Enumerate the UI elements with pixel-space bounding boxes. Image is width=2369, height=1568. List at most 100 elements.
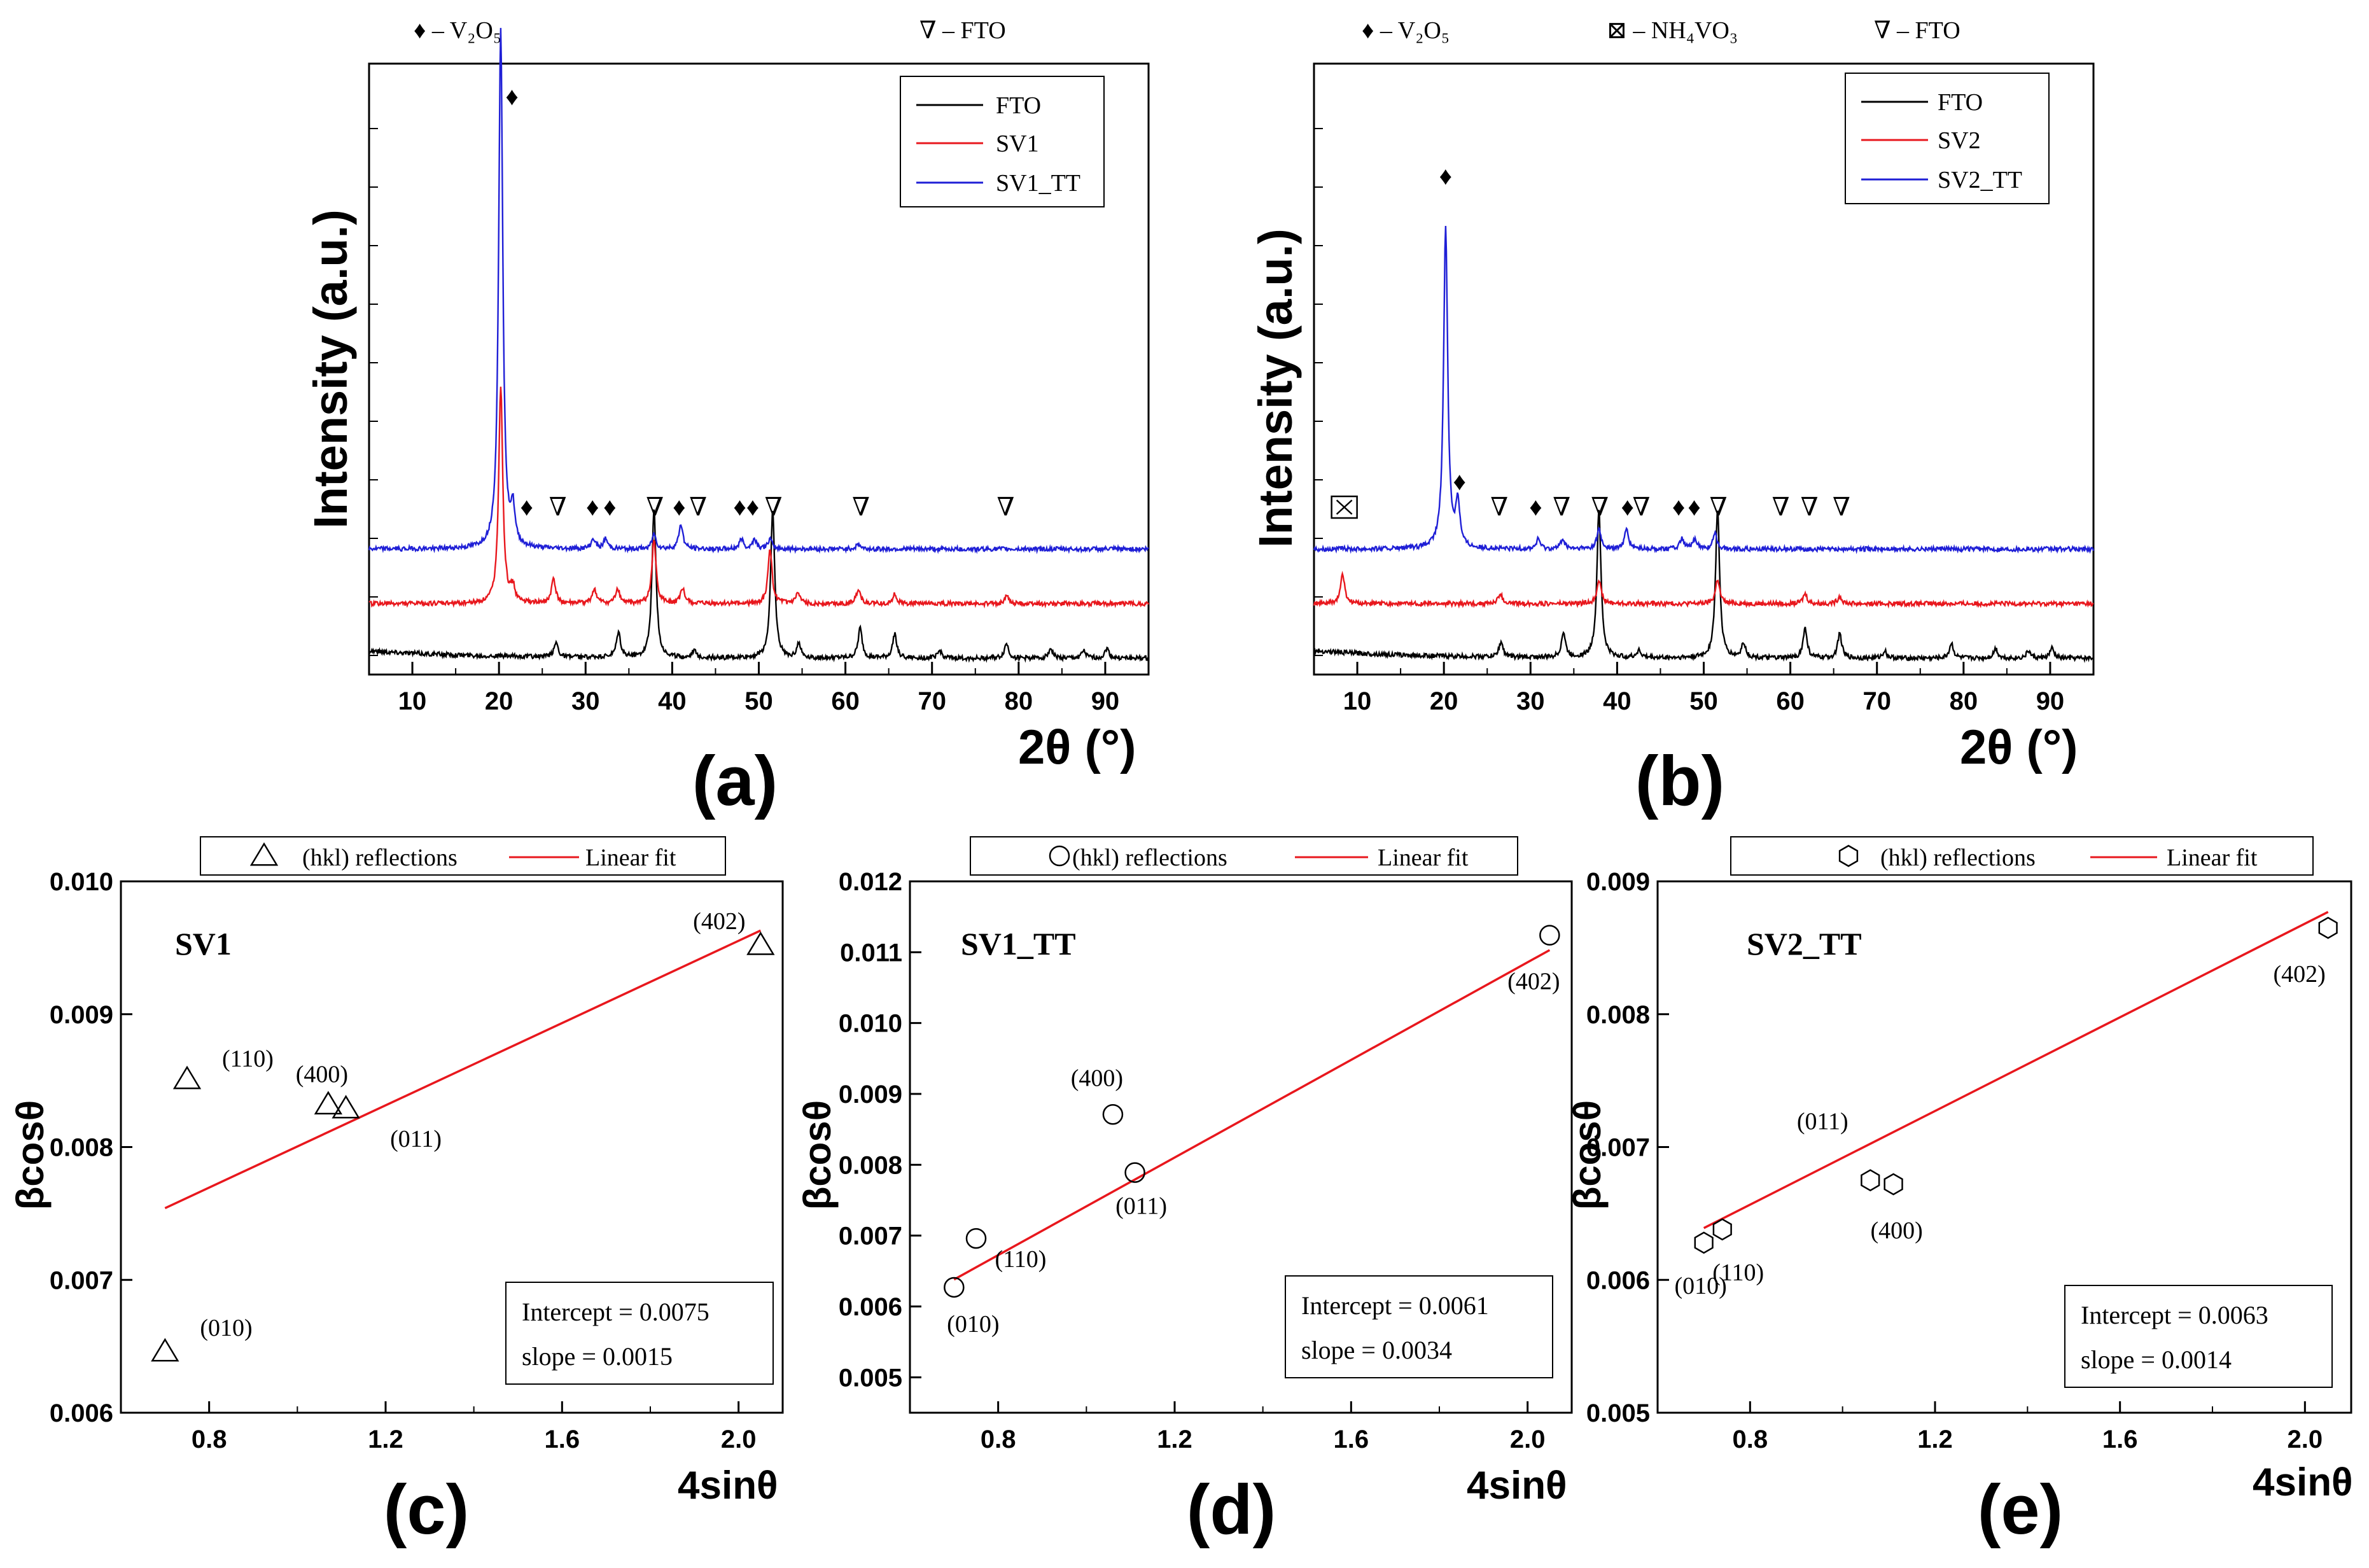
legend-label-fit-d: Linear fit [1378, 844, 1469, 871]
marker-fto: ∇ [1490, 493, 1508, 521]
y-tick-label: 0.007 [839, 1222, 902, 1250]
marker-v2o5: ♦ [733, 493, 746, 521]
x-tick-label: 90 [1091, 687, 1120, 715]
annotation-box-e [2064, 1285, 2333, 1388]
x-tick-label: 20 [1430, 687, 1458, 715]
y-tick-label: 0.010 [839, 1010, 902, 1038]
legend-label-reflections-d: (hkl) reflections [1072, 844, 1227, 871]
y-tick-label: 0.008 [1586, 1001, 1650, 1029]
marker-fto: ∇ [1591, 493, 1609, 521]
marker-fto: ∇ [1833, 493, 1850, 521]
marker-v2o5: ♦ [1672, 493, 1685, 521]
x-axis-label-c: 4sinθ [678, 1464, 778, 1508]
intercept-text-c: Intercept = 0.0075 [522, 1298, 709, 1326]
marker-v2o5: ♦ [603, 493, 616, 521]
x-tick-label: 60 [1776, 687, 1805, 715]
point-label: (011) [390, 1126, 442, 1152]
y-tick-label: 0.009 [1586, 868, 1650, 896]
x-tick-label: 1.2 [368, 1425, 403, 1453]
slope-text-d: slope = 0.0034 [1301, 1336, 1452, 1364]
x-axis-a: 10 20 30 40 50 60 70 80 90 [368, 128, 1149, 715]
axes-e: 0.8 1.2 1.6 2.0 0.005 0.006 0.007 0.008 0.009 [1586, 868, 2323, 1453]
fit-annotation-d: Intercept = 0.0061 slope = 0.0034 [1285, 1275, 1553, 1378]
x-tick-label: 1.6 [545, 1425, 580, 1453]
legend-label-sv2: SV2 [1938, 127, 1981, 154]
x-tick-label: 30 [1516, 687, 1545, 715]
y-tick-label: 0.007 [50, 1266, 113, 1294]
y-tick-label: 0.005 [1586, 1399, 1650, 1427]
legend-label-fit-e: Linear fit [2167, 844, 2258, 871]
legend-label-sv1-tt: SV1_TT [996, 170, 1080, 197]
x-tick-label: 30 [571, 687, 600, 715]
marker-fto: ∇ [646, 493, 664, 521]
point-label: (011) [1797, 1109, 1848, 1135]
y-tick-label: 0.006 [1586, 1266, 1650, 1294]
panel-a: ♦ – V₂O₅ ∇ – FTO 10 20 30 40 50 60 70 80 90 ♦♦ ∇ ♦… [304, 17, 1150, 820]
legend-a: FTO SV1 SV1_TT [900, 76, 1105, 207]
y-tick-label: 0.007 [1586, 1134, 1650, 1162]
point-label: (011) [1115, 1193, 1167, 1220]
point-label: (402) [2274, 961, 2326, 988]
x-tick-label: 10 [398, 687, 427, 715]
x-axis-b: 10 20 30 40 50 60 70 80 90 [1313, 128, 2094, 715]
y-tick-label: 0.012 [839, 868, 902, 896]
data-point-triangle [151, 1338, 179, 1362]
phase-key-v2o5: ♦ – V₂O₅ [414, 17, 501, 44]
marker-fto: ∇ [549, 493, 567, 521]
intercept-text-e: Intercept = 0.0063 [2081, 1301, 2268, 1329]
marker-v2o5: ♦ [673, 493, 685, 521]
x-tick-label: 1.2 [1917, 1425, 1953, 1453]
x-tick-label: 70 [918, 687, 946, 715]
data-point-hexagon [1694, 1231, 1714, 1254]
annotation-box-d [1285, 1275, 1553, 1378]
point-label: (400) [1071, 1065, 1123, 1091]
data-point-triangle [746, 931, 775, 955]
data-point-circle [965, 1228, 987, 1249]
legend-marker-circle [1049, 845, 1070, 867]
y-tick-label: 0.008 [50, 1134, 113, 1162]
point-label: (010) [947, 1311, 999, 1338]
data-point-hexagon [1712, 1218, 1732, 1241]
x-tick-label: 2.0 [721, 1425, 757, 1453]
point-label: (400) [1870, 1217, 1922, 1244]
slope-text-c: slope = 0.0015 [522, 1342, 673, 1371]
panel-e: (hkl) reflections Linear fit 0.8 1.2 1.6 2.… [1566, 836, 2353, 1549]
series-sv2-tt-b [1313, 225, 2095, 554]
panel-label-a: (a) [692, 742, 778, 820]
point-label: (400) [296, 1061, 348, 1088]
linear-fit-line-d [953, 949, 1551, 1281]
legend-d: (hkl) reflections Linear fit [970, 836, 1518, 876]
panel-d: (hkl) reflections Linear fit 0.8 1.2 1.6 2.… [796, 836, 1573, 1549]
point-label: (110) [222, 1046, 274, 1072]
legend-box-a [900, 76, 1105, 207]
data-point-hexagon [1861, 1169, 1880, 1192]
y-tick-label: 0.006 [839, 1293, 902, 1321]
x-axis-label-b: 2θ (°) [1960, 720, 2078, 774]
curves-b [1313, 225, 2095, 663]
panel-label-d: (d) [1187, 1471, 1276, 1549]
y-tick-label: 0.010 [50, 868, 113, 896]
legend-e: (hkl) reflections Linear fit [1730, 836, 2314, 876]
legend-label-reflections-e: (hkl) reflections [1880, 844, 2036, 871]
marker-fto: ∇ [689, 493, 707, 521]
fit-annotation-e: Intercept = 0.0063 slope = 0.0014 [2064, 1285, 2333, 1388]
x-tick-label: 1.2 [1157, 1425, 1192, 1453]
marker-v2o5: ♦ [746, 493, 759, 521]
legend-label-reflections-c: (hkl) reflections [302, 844, 458, 871]
point-label: (010) [200, 1315, 252, 1341]
phase-key-nh4vo3: ⊠ – NH₄VO₃ [1607, 17, 1738, 44]
series-sv1-a [368, 386, 1150, 609]
legend-label-sv2-tt: SV2_TT [1938, 167, 2022, 193]
y-axis-label-a: Intensity (a.u.) [304, 209, 357, 529]
legend-b: FTO SV2 SV2_TT [1845, 73, 2050, 204]
y-tick-label: 0.011 [840, 939, 902, 967]
legend-marker-hexagon-e [1838, 844, 1859, 867]
axes-d: 0.8 1.2 1.6 2.0 0.005 0.006 0.007 0.008 0.009 0.0… [839, 868, 1546, 1453]
x-tick-label: 70 [1862, 687, 1891, 715]
point-label: (110) [995, 1246, 1047, 1273]
x-axis-label-e: 4sinθ [2253, 1460, 2353, 1504]
data-point-triangle [172, 1065, 202, 1089]
panel-label-b: (b) [1635, 742, 1724, 820]
legend-box-d [970, 836, 1518, 876]
